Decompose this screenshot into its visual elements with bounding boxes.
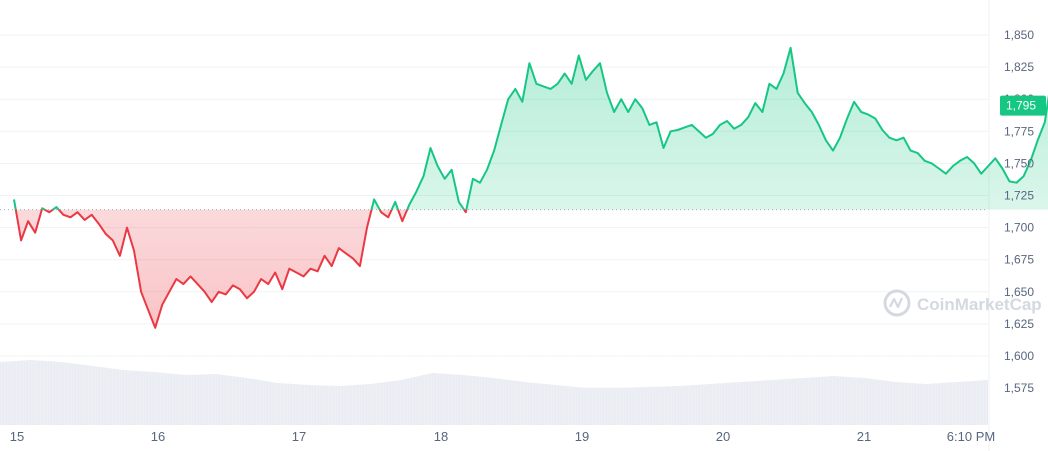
- x-tick-label: 15: [10, 429, 24, 444]
- y-tick-label: 1,775: [1004, 124, 1034, 138]
- y-tick-label: 1,625: [1004, 317, 1034, 331]
- y-tick-label: 1,725: [1004, 189, 1034, 203]
- area-below-baseline: [14, 209, 1048, 328]
- area-above-baseline: [14, 47, 1048, 210]
- volume-area: [0, 352, 988, 425]
- x-tick-label: 6:10 PM: [947, 429, 995, 444]
- y-tick-label: 1,825: [1004, 60, 1034, 74]
- watermark-text: CoinMarketCap: [917, 295, 1042, 314]
- coinmarketcap-logo-wave: [889, 297, 904, 309]
- y-tick-label: 1,675: [1004, 253, 1034, 267]
- current-price-badge: 1,795: [1000, 95, 1046, 116]
- x-tick-label: 17: [292, 429, 306, 444]
- x-tick-label: 18: [434, 429, 448, 444]
- x-axis: 15 16 17 18 19 20 21 6:10 PM: [10, 429, 995, 444]
- y-tick-label: 1,700: [1004, 221, 1034, 235]
- y-tick-label: 1,600: [1004, 349, 1034, 363]
- x-tick-label: 16: [151, 429, 165, 444]
- coinmarketcap-logo-icon: [883, 289, 911, 317]
- price-line: [13, 46, 1048, 329]
- price-area-fill: [14, 47, 1048, 328]
- price-line-down: [14, 209, 468, 329]
- y-tick-label: 1,650: [1004, 285, 1034, 299]
- price-line-up: [13, 46, 1048, 210]
- y-tick-label: 1,850: [1004, 28, 1034, 42]
- x-tick-label: 20: [716, 429, 730, 444]
- x-tick-label: 19: [575, 429, 589, 444]
- y-axis: 1,8501,8251,8001,7751,7501,7251,7001,675…: [1004, 28, 1034, 395]
- y-tick-label: 1,575: [1004, 381, 1034, 395]
- current-price-label: 1,795: [1006, 99, 1036, 113]
- y-tick-label: 1,750: [1004, 156, 1034, 170]
- x-tick-label: 21: [857, 429, 871, 444]
- watermark-logo: CoinMarketCap: [883, 289, 1042, 317]
